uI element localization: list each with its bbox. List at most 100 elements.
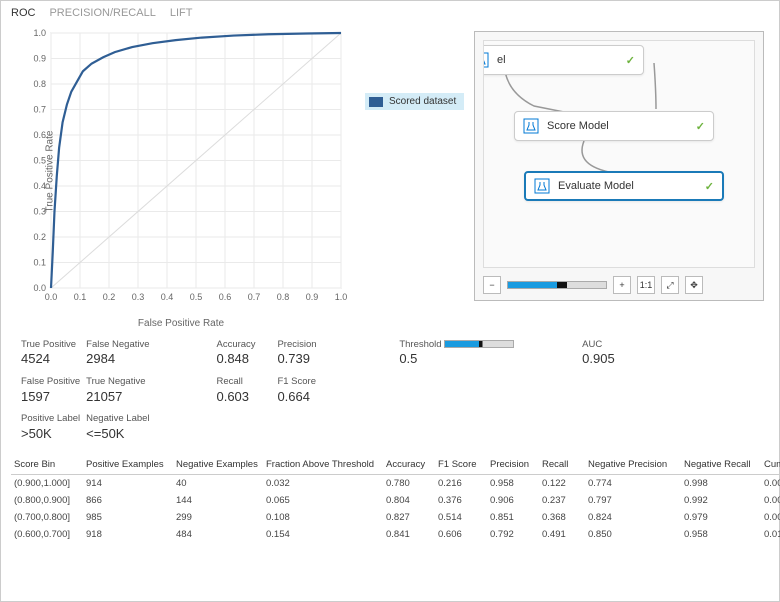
column-header[interactable]: Negative Precision: [585, 455, 681, 475]
column-header[interactable]: Positive Examples: [83, 455, 173, 475]
check-icon: ✓: [626, 54, 635, 67]
column-header[interactable]: Accuracy: [383, 455, 435, 475]
cell: 0.958: [487, 474, 539, 492]
cell: 0.841: [383, 526, 435, 543]
svg-text:0.0: 0.0: [33, 283, 46, 293]
cell: 985: [83, 509, 173, 526]
svg-text:0.7: 0.7: [248, 292, 261, 302]
metric-label: Precision: [277, 339, 332, 351]
legend-item[interactable]: Scored dataset: [365, 93, 464, 110]
cell: 0.216: [435, 474, 487, 492]
cell: 0.032: [263, 474, 383, 492]
experiment-icon: [523, 118, 539, 134]
pan-button[interactable]: ✥: [685, 276, 703, 294]
cell: 0.491: [539, 526, 585, 543]
fit-button[interactable]: ⤢: [661, 276, 679, 294]
cell: 0.979: [681, 509, 761, 526]
pipeline-toolbar: − + 1:1 ⤢ ✥: [483, 276, 755, 294]
svg-text:0.2: 0.2: [103, 292, 116, 302]
pipeline-canvas[interactable]: el ✓ Score Model✓ Evaluate Model✓: [483, 40, 755, 268]
metric-label: True Positive: [21, 339, 80, 351]
cell: (0.900,1.000]: [11, 474, 83, 492]
column-header[interactable]: Negative Examples: [173, 455, 263, 475]
column-header[interactable]: F1 Score: [435, 455, 487, 475]
cell: 144: [173, 492, 263, 509]
cell: 0.797: [585, 492, 681, 509]
cell: 0.958: [681, 526, 761, 543]
table-row[interactable]: (0.700,0.800]9852990.1080.8270.5140.8510…: [11, 509, 780, 526]
cell: 0.606: [435, 526, 487, 543]
threshold-value: 0.5: [399, 351, 515, 368]
cell: (0.700,0.800]: [11, 509, 83, 526]
cell: 484: [173, 526, 263, 543]
cell: 0.851: [487, 509, 539, 526]
tab-precision-recall[interactable]: PRECISION/RECALL: [49, 7, 155, 19]
metrics-grid: True Positive4524 False Negative2984 Acc…: [1, 329, 779, 451]
metric-label: Negative Label: [86, 413, 149, 425]
precision-value: 0.739: [277, 351, 332, 368]
table-row[interactable]: (0.600,0.700]9184840.1540.8410.6060.7920…: [11, 526, 780, 543]
cell: 0.154: [263, 526, 383, 543]
column-header[interactable]: Fraction Above Threshold: [263, 455, 383, 475]
metric-label: F1 Score: [277, 376, 332, 388]
cell: 866: [83, 492, 173, 509]
pipeline-node[interactable]: el ✓: [483, 45, 644, 75]
column-header[interactable]: Negative Recall: [681, 455, 761, 475]
metric-label: Threshold: [399, 339, 441, 350]
cell: (0.600,0.700]: [11, 526, 83, 543]
metric-label: AUC: [582, 339, 637, 351]
metric-label: False Positive: [21, 376, 80, 388]
cell: 0.992: [681, 492, 761, 509]
cell: 0.376: [435, 492, 487, 509]
metric-label: Accuracy: [216, 339, 271, 351]
svg-text:0.9: 0.9: [306, 292, 319, 302]
false-negative-value: 2984: [86, 351, 149, 368]
column-header[interactable]: Score Bin: [11, 455, 83, 475]
table-row[interactable]: (0.800,0.900]8661440.0650.8040.3760.9060…: [11, 492, 780, 509]
cell: 0.368: [539, 509, 585, 526]
true-positive-value: 4524: [21, 351, 80, 368]
cell: 0.906: [487, 492, 539, 509]
svg-text:0.0: 0.0: [45, 292, 58, 302]
metric-label: Recall: [216, 376, 271, 388]
cell: 0.514: [435, 509, 487, 526]
false-positive-value: 1597: [21, 389, 80, 406]
cell: 0.015: [761, 526, 780, 543]
f1-value: 0.664: [277, 389, 332, 406]
cell: 0.827: [383, 509, 435, 526]
tab-lift[interactable]: LIFT: [170, 7, 193, 19]
column-header[interactable]: Cumulative AUC: [761, 455, 780, 475]
tab-roc[interactable]: ROC: [11, 7, 35, 19]
svg-text:0.5: 0.5: [190, 292, 203, 302]
pipeline-panel: el ✓ Score Model✓ Evaluate Model✓ − + 1:1 ⤢…: [474, 31, 764, 301]
table-row[interactable]: (0.900,1.000]914400.0320.7800.2160.9580.…: [11, 474, 780, 492]
cell: 0.780: [383, 474, 435, 492]
metric-label: True Negative: [86, 376, 149, 388]
zoom-out-button[interactable]: −: [483, 276, 501, 294]
cell: 0.774: [585, 474, 681, 492]
column-header[interactable]: Precision: [487, 455, 539, 475]
cell: 0.001: [761, 492, 780, 509]
threshold-slider[interactable]: [444, 340, 514, 348]
roc-chart: True Positive Rate 0.00.00.10.10.20.20.3…: [11, 23, 351, 329]
node-label: Score Model: [547, 120, 609, 132]
cell: 918: [83, 526, 173, 543]
node-label: el: [497, 54, 506, 66]
chart-legend: Scored dataset: [365, 93, 464, 329]
zoom-in-button[interactable]: +: [613, 276, 631, 294]
svg-text:1.0: 1.0: [33, 28, 46, 38]
svg-text:1.0: 1.0: [335, 292, 348, 302]
svg-text:0.8: 0.8: [277, 292, 290, 302]
cell: 299: [173, 509, 263, 526]
svg-text:0.6: 0.6: [219, 292, 232, 302]
column-header[interactable]: Recall: [539, 455, 585, 475]
svg-text:0.1: 0.1: [33, 258, 46, 268]
y-axis-label: True Positive Rate: [44, 131, 55, 213]
zoom-actual-button[interactable]: 1:1: [637, 276, 655, 294]
zoom-slider[interactable]: [507, 281, 607, 289]
pipeline-node[interactable]: Evaluate Model✓: [524, 171, 724, 201]
true-negative-value: 21057: [86, 389, 149, 406]
cell: 0.998: [681, 474, 761, 492]
pipeline-node[interactable]: Score Model✓: [514, 111, 714, 141]
cell: 40: [173, 474, 263, 492]
